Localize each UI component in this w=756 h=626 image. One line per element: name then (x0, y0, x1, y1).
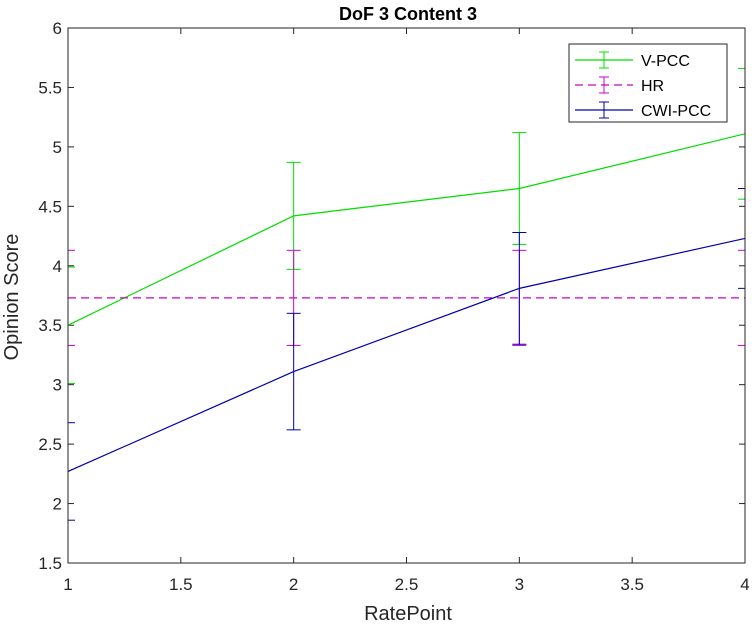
x-tick-label: 3 (515, 575, 524, 594)
y-tick-label: 4 (53, 257, 62, 276)
x-tick-label: 3.5 (620, 575, 644, 594)
legend: V-PCC HR CWI-PCC (568, 43, 728, 123)
x-tick-label: 1.5 (169, 575, 193, 594)
legend-item-hr: HR (575, 76, 664, 95)
x-axis-label: RatePoint (364, 603, 452, 625)
error-bar (738, 249, 745, 346)
x-tick-label: 4 (740, 575, 749, 594)
y-axis: 1.5 2 2.5 3 3.5 4 4.5 5 5.5 6 (38, 19, 745, 573)
series-layer (68, 67, 745, 521)
legend-item-v-pcc: V-PCC (575, 51, 690, 70)
chart-title: DoF 3 Content 3 (339, 4, 477, 24)
error-bar (738, 188, 745, 289)
series-line (68, 133, 745, 326)
legend-item-cwi-pcc: CWI-PCC (575, 101, 711, 120)
x-tick-label: 1 (63, 575, 72, 594)
error-bar (68, 249, 75, 346)
y-tick-label: 5.5 (38, 78, 62, 97)
series-line (68, 237, 745, 473)
y-tick-label: 2 (53, 495, 62, 514)
error-bar (68, 422, 75, 521)
error-bar (68, 266, 75, 384)
error-bar (512, 231, 527, 345)
error-bar (286, 312, 301, 431)
x-tick-label: 2 (289, 575, 298, 594)
y-tick-label: 6 (53, 19, 62, 38)
error-bar (738, 67, 745, 200)
y-axis-label: Opinion Score (1, 234, 23, 361)
y-tick-label: 3.5 (38, 316, 62, 335)
y-tick-label: 1.5 (38, 554, 62, 573)
x-tick-label: 2.5 (395, 575, 419, 594)
y-tick-label: 4.5 (38, 197, 62, 216)
series-cwi-pcc (68, 188, 745, 521)
series-v-pcc (68, 67, 745, 384)
y-tick-label: 3 (53, 376, 62, 395)
y-tick-label: 2.5 (38, 435, 62, 454)
plot-frame (67, 27, 746, 564)
legend-box (568, 43, 728, 123)
legend-label: HR (641, 78, 664, 95)
legend-label: V-PCC (641, 53, 690, 70)
legend-label: CWI-PCC (641, 103, 711, 120)
y-tick-label: 5 (53, 138, 62, 157)
